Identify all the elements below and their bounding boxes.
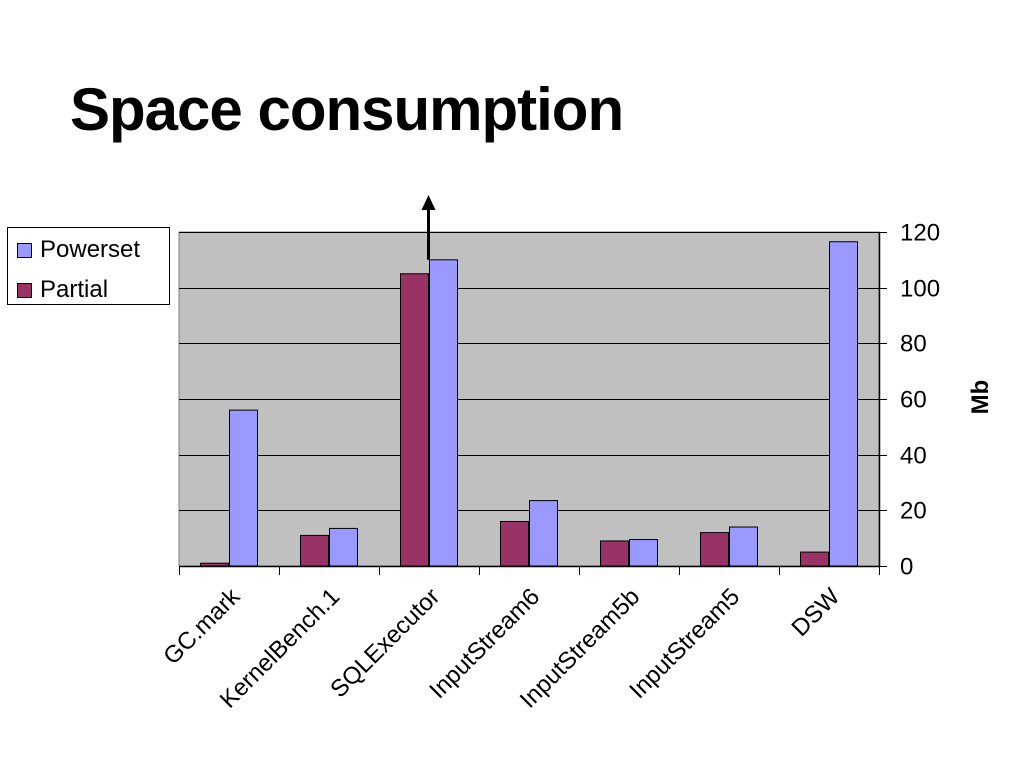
x-axis: GC.markKernelBench.1SQLExecutorInputStre… <box>158 565 880 714</box>
legend-swatch-powerset <box>17 242 32 258</box>
bar-partial-dsw <box>800 551 829 567</box>
bar-partial-gc-mark <box>200 562 229 567</box>
legend: Powerset Partial <box>7 227 170 305</box>
y-axis-title: Mb <box>967 380 994 415</box>
y-tick-label: 60 <box>900 387 927 414</box>
bar-powerset-dsw <box>829 241 858 567</box>
slide-title: Space consumption <box>70 76 624 143</box>
gridlines <box>179 232 879 567</box>
y-tick-label: 40 <box>900 443 927 470</box>
bar-partial-inputstream6 <box>500 520 529 567</box>
y-tick-label: 100 <box>900 276 940 303</box>
bar-partial-kernelbench-1 <box>300 534 329 567</box>
y-tick-label: 120 <box>900 220 940 247</box>
legend-label-partial: Partial <box>40 276 109 303</box>
y-tick-label: 20 <box>900 498 927 525</box>
bar-powerset-sqlexecutor <box>429 259 458 567</box>
y-tick-label: 0 <box>900 554 913 581</box>
legend-swatch-partial <box>17 282 32 298</box>
bars <box>200 241 858 567</box>
bar-partial-inputstream5 <box>700 532 729 567</box>
bar-partial-sqlexecutor <box>400 273 429 567</box>
bar-powerset-inputstream5b <box>629 539 658 567</box>
bar-powerset-inputstream6 <box>529 500 558 567</box>
legend-label-powerset: Powerset <box>40 236 141 263</box>
bar-powerset-kernelbench-1 <box>329 527 358 567</box>
bar-powerset-gc-mark <box>229 409 258 567</box>
annotation <box>421 195 436 260</box>
legend-item-partial: Partial <box>17 276 108 304</box>
arrow-head <box>421 195 436 210</box>
bar-powerset-inputstream5 <box>729 526 758 567</box>
y-axis: 0 20 40 60 80 100 120 <box>878 220 940 581</box>
x-tick-label: DSW <box>787 583 846 642</box>
y-tick-label: 80 <box>900 331 927 358</box>
x-tick-label: GC.mark <box>158 582 246 670</box>
legend-item-powerset: Powerset <box>17 236 140 264</box>
bar-partial-inputstream5b <box>600 540 629 567</box>
